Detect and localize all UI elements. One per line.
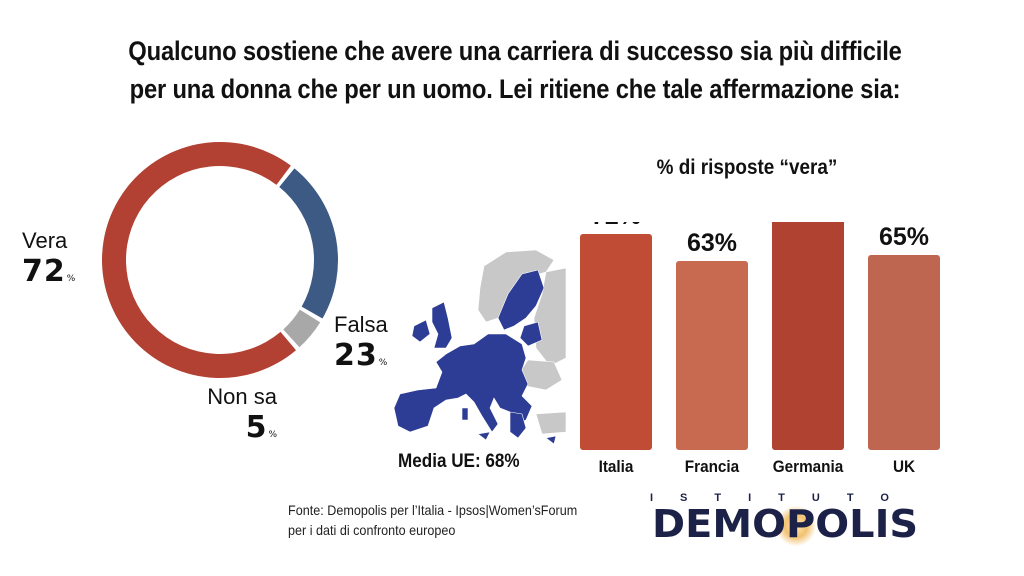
label-falsa-value: 23%: [334, 338, 388, 373]
logo-istituto-text: ISTITUTO: [650, 492, 916, 504]
eu-average-label: Media UE: 68%: [398, 451, 520, 472]
bar-uk: [868, 255, 940, 450]
label-vera-value: 72%: [22, 254, 76, 289]
bar-value-label: 72%: [591, 222, 641, 230]
label-vera-number: 72: [22, 254, 66, 289]
sicily-shape: [477, 431, 491, 441]
label-non-sa-name: Non sa: [207, 384, 277, 409]
bar-category-label: Italia: [599, 457, 635, 476]
bar-chart-title: % di risposte “vera”: [656, 156, 838, 179]
source-line-1: Fonte: Demopolis per l’Italia - Ipsos|Wo…: [288, 502, 578, 518]
eu-countries: [393, 269, 557, 445]
label-falsa-number: 23: [334, 338, 378, 373]
title-line-1: Qualcuno sostiene che avere una carriera…: [128, 36, 902, 66]
greece-shape: [509, 411, 527, 439]
baltic-shape: [519, 321, 543, 347]
bar-category-label: UK: [893, 457, 915, 476]
bar-category-label: Germania: [773, 457, 844, 476]
label-vera: Vera 72%: [22, 228, 76, 289]
bar-germania: [772, 222, 844, 450]
sardinia-shape: [461, 407, 469, 421]
cyprus-shape: [545, 435, 557, 445]
label-vera-name: Vera: [22, 228, 68, 253]
label-non-sa: Non sa 5%: [200, 384, 280, 445]
bar-value-label: 65%: [879, 223, 929, 251]
label-non-sa-value: 5%: [200, 410, 280, 445]
europe-map: [393, 249, 566, 445]
title-line-2: per una donna che per un uomo. Lei ritie…: [129, 74, 901, 104]
label-falsa: Falsa 23%: [334, 312, 388, 373]
uk-shape: [431, 301, 453, 349]
label-falsa-name: Falsa: [334, 312, 388, 337]
label-non-sa-unit: %: [268, 430, 278, 440]
chart-title: Qualcuno sostiene che avere una carriera…: [115, 32, 916, 108]
source-note: Fonte: Demopolis per l’Italia - Ipsos|Wo…: [288, 500, 577, 540]
bar-value-label: 63%: [687, 229, 737, 257]
nordic-eu-shape: [497, 269, 545, 331]
demopolis-logo: ISTITUTO DEMOPOLIS: [648, 492, 938, 548]
turkey-shape: [535, 411, 566, 435]
ireland-shape: [411, 319, 431, 343]
bar-italia: [580, 234, 652, 450]
bar-category-label: Francia: [685, 457, 740, 476]
label-falsa-unit: %: [378, 358, 389, 368]
source-line-2: per i dati di confronto europeo: [288, 522, 456, 538]
bar-francia: [676, 261, 748, 450]
russia-shape: [533, 267, 566, 367]
logo-wordmark: DEMOPOLIS: [652, 502, 919, 546]
donut-slice-falsa: [279, 168, 338, 319]
donut-slice-non-sa: [283, 309, 321, 348]
donut-chart: [102, 142, 338, 378]
continent-shape: [393, 333, 533, 433]
label-non-sa-number: 5: [245, 410, 268, 445]
label-vera-unit: %: [66, 274, 77, 284]
donut-slice-vera: [102, 142, 297, 378]
logo-glow: [776, 506, 816, 546]
